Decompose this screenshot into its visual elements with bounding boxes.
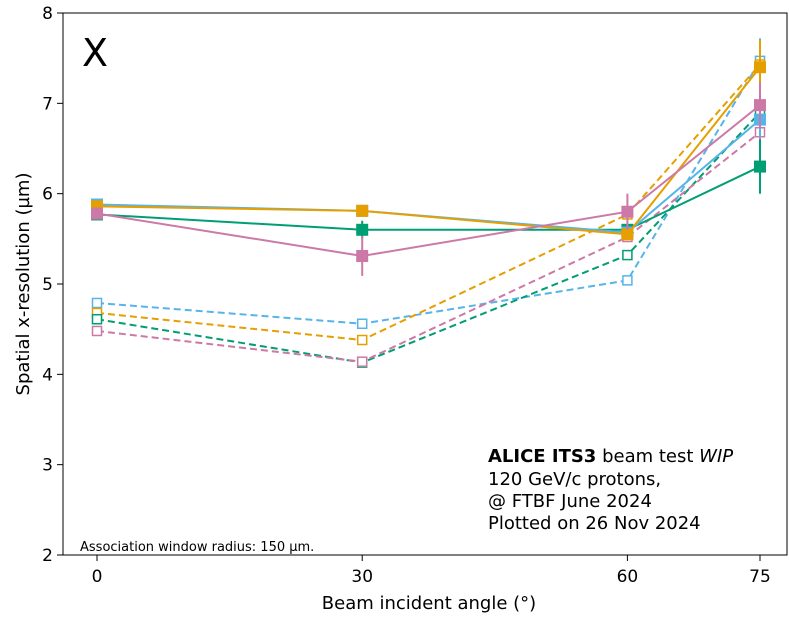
annotation-line2: 120 GeV/c protons,	[488, 469, 661, 490]
series-line	[96, 104, 761, 258]
y-tick-label: 3	[42, 456, 53, 476]
data-point	[91, 207, 103, 220]
y-axis-label: Spatial x-resolution (µm)	[13, 173, 34, 396]
data-point	[91, 297, 103, 309]
x-tick-label: 0	[92, 567, 103, 587]
x-tick-label: 60	[617, 567, 639, 587]
data-point	[91, 313, 103, 325]
data-point	[356, 356, 368, 367]
data-point	[754, 61, 766, 74]
marker-label: X	[82, 31, 108, 75]
annotation-plain: beam test	[596, 446, 699, 467]
data-point	[754, 99, 766, 112]
y-tick-label: 5	[42, 275, 53, 295]
series-line	[96, 165, 761, 231]
svg-text:ALICE ITS3 beam test WIP: ALICE ITS3 beam test WIP	[488, 446, 733, 467]
x-tick-label: 75	[749, 567, 771, 587]
data-point	[356, 204, 369, 217]
y-tick-label: 7	[42, 94, 53, 114]
data-point	[356, 318, 368, 329]
x-axis-label: Beam incident angle (°)	[322, 593, 536, 614]
data-point	[356, 223, 369, 236]
series-line	[96, 66, 761, 236]
series-line	[96, 60, 761, 325]
annotation-line4: Plotted on 26 Nov 2024	[488, 513, 701, 534]
y-tick-label: 2	[42, 546, 53, 566]
data-point	[356, 249, 369, 262]
data-point	[754, 160, 766, 173]
series-line	[96, 63, 761, 342]
data-point	[622, 249, 633, 261]
plot-frame	[62, 12, 788, 556]
series-line	[96, 111, 761, 364]
y-tick-label: 8	[42, 4, 53, 24]
y-axis: 2 3 4 5 6 7 8	[42, 4, 63, 566]
data-point	[356, 334, 368, 346]
annotation: ALICE ITS3 beam test WIP 120 GeV/c proto…	[488, 446, 733, 534]
data-marks	[91, 38, 766, 368]
data-point	[622, 275, 633, 286]
data-point	[621, 205, 634, 218]
data-point	[621, 228, 634, 241]
y-tick-label: 6	[42, 185, 53, 205]
series-line	[96, 131, 761, 363]
x-axis: 0 30 60 75	[92, 555, 771, 587]
annotation-italic: WIP	[699, 446, 733, 467]
x-tick-label: 30	[351, 567, 373, 587]
y-tick-label: 4	[42, 365, 53, 385]
footnote: Association window radius: 150 µm.	[80, 540, 314, 555]
data-point	[91, 325, 103, 337]
annotation-line3: @ FTBF June 2024	[488, 491, 652, 512]
annotation-bold: ALICE ITS3	[488, 446, 596, 467]
